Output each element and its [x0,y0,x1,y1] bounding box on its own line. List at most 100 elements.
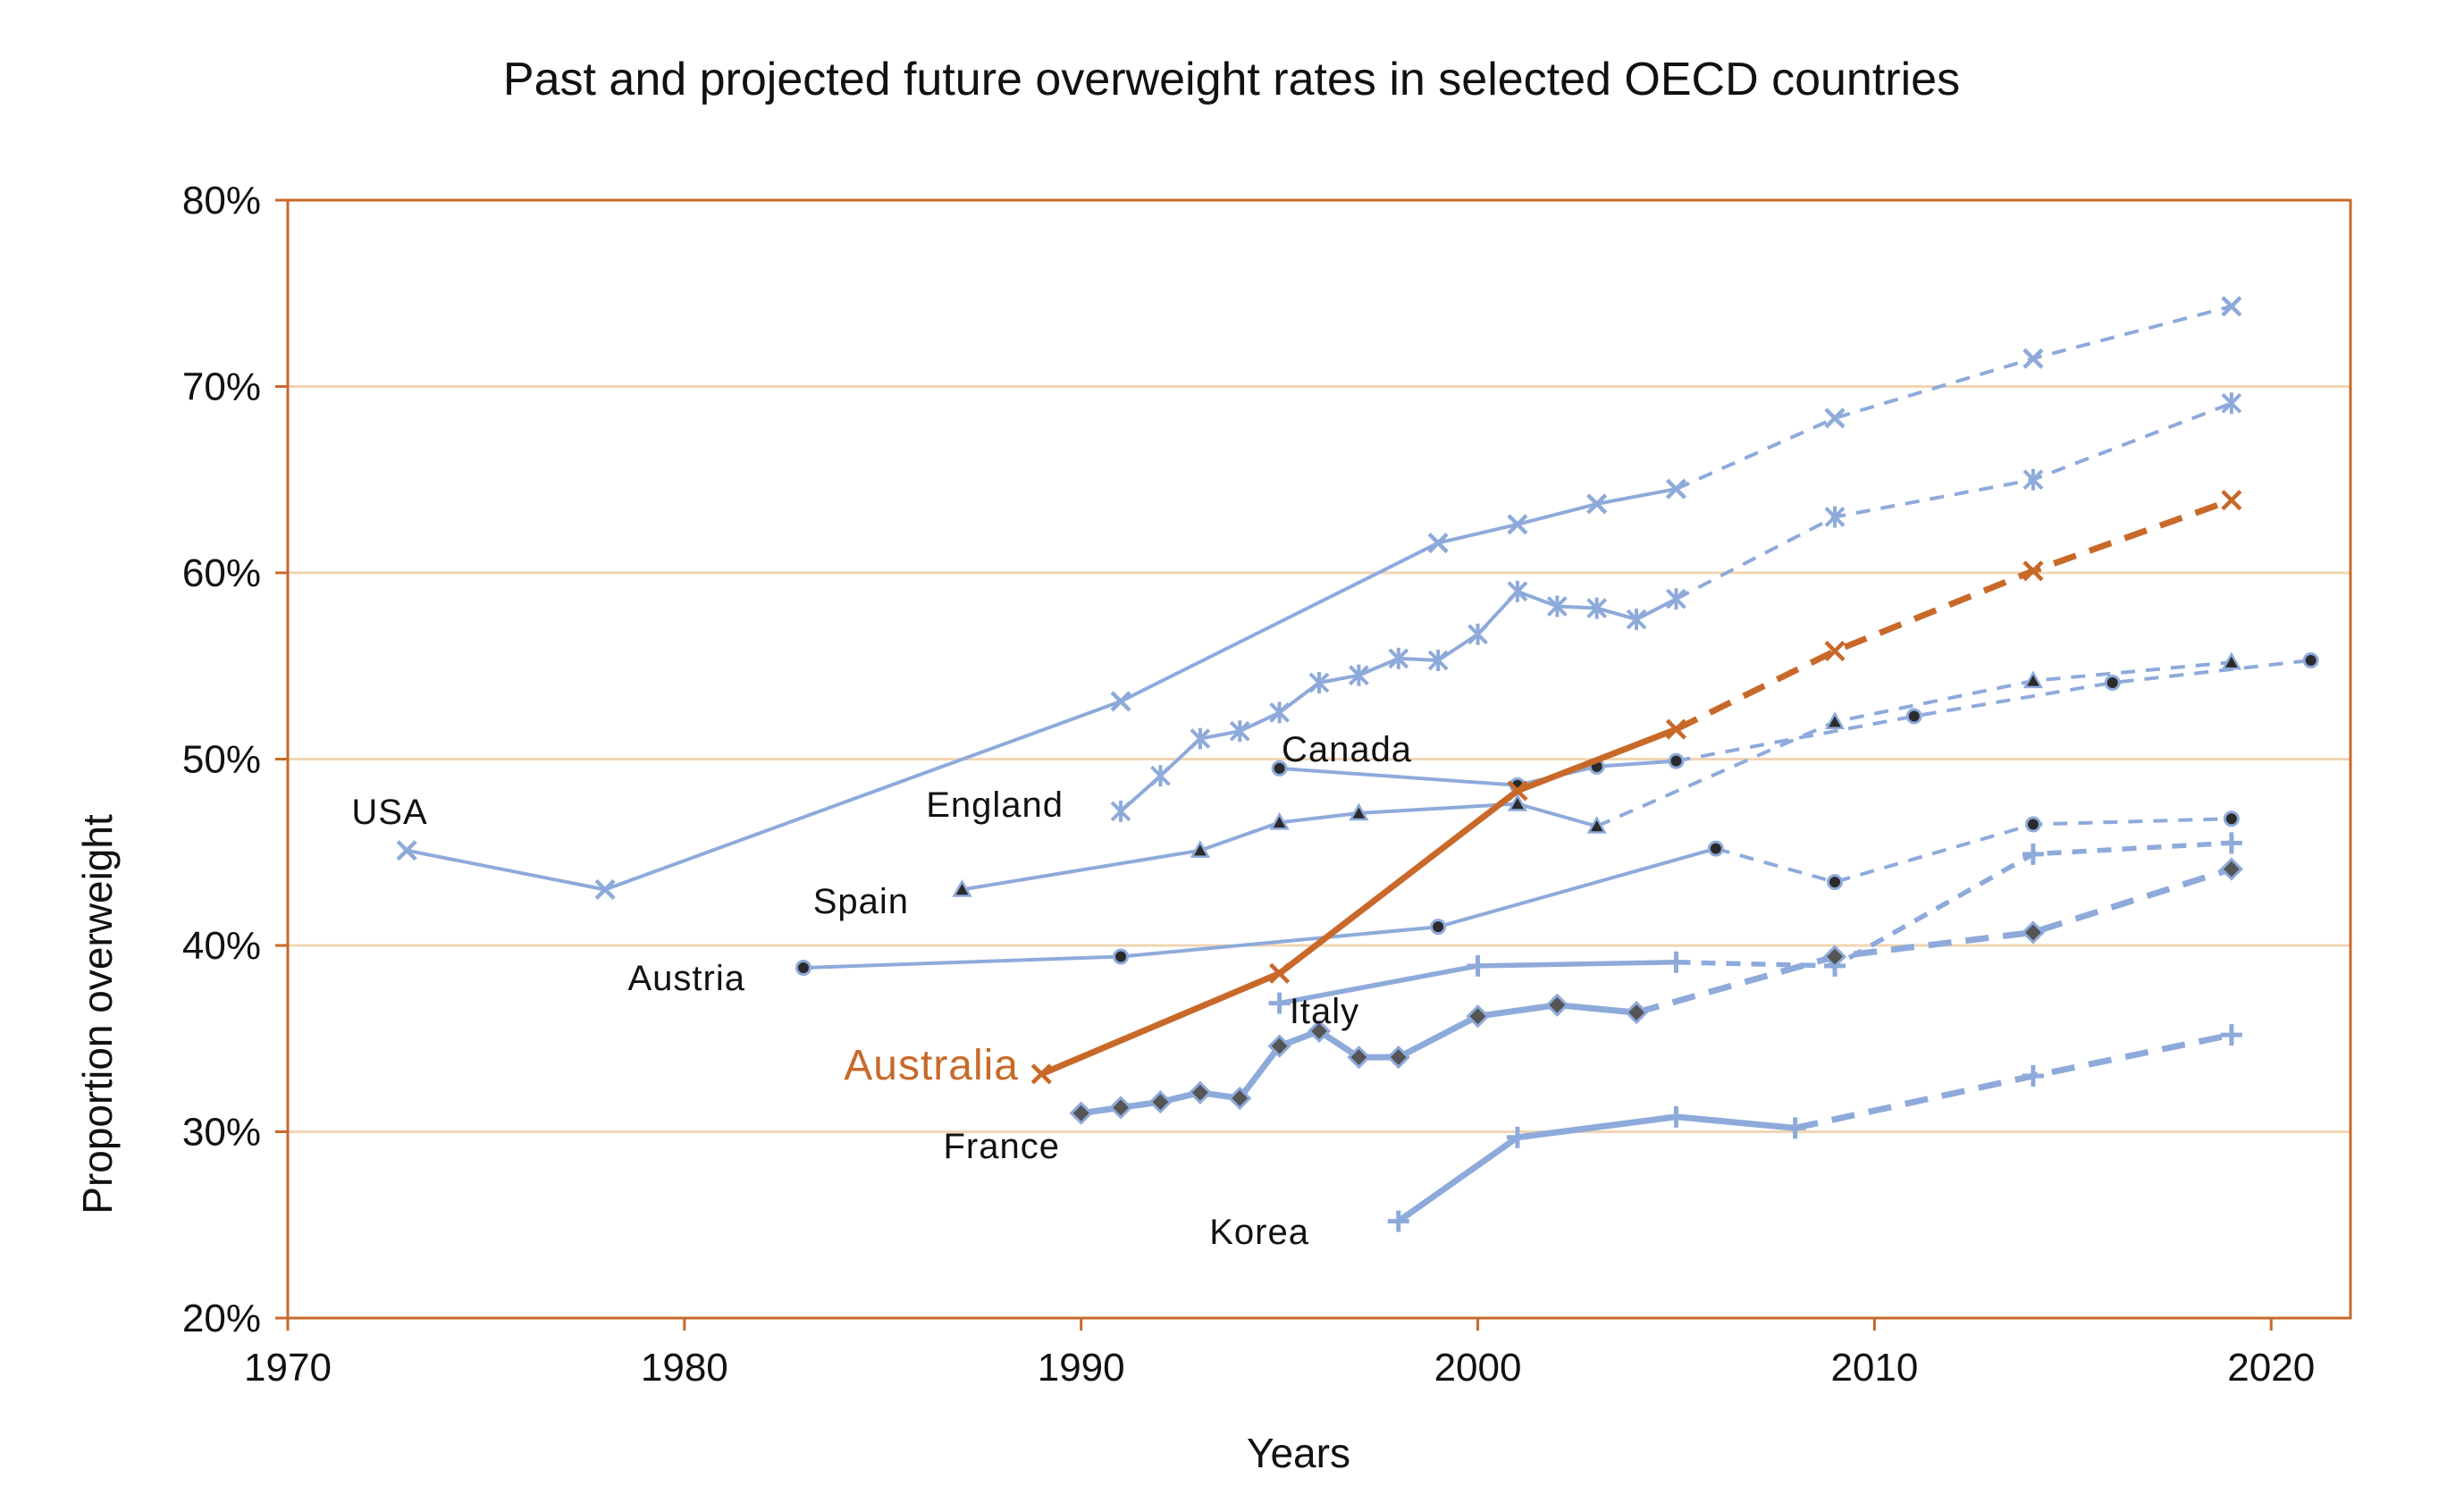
data-point [1707,840,1724,857]
data-point [1228,1086,1252,1111]
data-point [2220,1024,2242,1046]
series-lines [396,296,2319,1232]
data-point [2024,816,2041,833]
data-point [2223,810,2240,827]
data-point [1069,1101,1093,1125]
chart-title: Past and projected future overweight rat… [503,54,1960,105]
data-point [2221,296,2242,317]
data-point [1824,407,1846,429]
x-tick-label: 1970 [244,1346,332,1390]
series-line-projected [1715,817,2232,885]
data-point [2022,560,2044,582]
data-point [1269,811,1290,830]
data-point [396,840,417,861]
series-label-usa: USA [351,793,427,832]
series-line-projected [1675,304,2233,491]
data-point [2219,857,2243,881]
data-point [1308,672,1330,694]
series-line-historical [1395,1113,1799,1225]
gridlines [288,385,2350,1133]
series-australia [1030,490,2242,1085]
data-point [2022,468,2044,491]
x-tick-label: 1990 [1038,1346,1125,1390]
x-tick-label: 2020 [2227,1346,2315,1390]
series-line-historical [960,802,1599,892]
data-point [1430,919,1447,936]
series-france [1069,857,2243,1125]
series-label-korea: Korea [1209,1213,1309,1252]
data-point [1268,992,1291,1014]
data-point [1427,533,1449,554]
x-tick-label: 1980 [641,1346,728,1390]
series-line-projected [1636,866,2233,1016]
data-point [2022,1064,2044,1087]
x-axis-label: Years [1247,1430,1350,1476]
x-tick-label: 2000 [1434,1346,1522,1390]
data-point [1110,800,1131,822]
data-point [1624,1000,1649,1025]
data-point [1824,506,1846,528]
data-point [1467,623,1488,645]
data-point [1388,647,1409,669]
data-point [1665,1105,1687,1128]
data-point [1427,649,1449,671]
data-point [1824,640,1846,662]
series-line-projected [1794,1031,2233,1131]
series-canada [1271,651,2319,794]
data-point [1269,701,1291,724]
series-label-australia: Australia [844,1042,1019,1089]
data-point [1507,514,1528,535]
data-point [1665,951,1687,973]
data-point [1348,664,1369,686]
data-point [1030,1063,1052,1085]
series-line-projected [1676,659,2311,763]
series-label-spain: Spain [813,882,909,921]
data-point [1110,691,1131,712]
y-tick-label: 50% [182,738,261,782]
series-italy [1268,832,2242,1014]
series-line-projected [1675,401,2233,601]
data-point [1586,597,1608,619]
data-point [1827,874,1843,891]
data-point [1665,478,1687,500]
data-point [2022,348,2044,369]
y-tick-label: 20% [182,1297,261,1340]
data-point [1347,1045,1371,1070]
data-point [1271,760,1288,777]
data-point [952,878,972,897]
y-tick-label: 60% [182,551,261,595]
data-point [594,878,616,901]
data-point [1150,765,1171,787]
data-point [1387,1210,1409,1232]
plot-frame [286,198,2352,1320]
data-point [1267,1034,1291,1058]
data-point [1108,1096,1133,1120]
data-point [2104,675,2121,692]
data-point [1507,793,1528,811]
series-line-projected [1676,840,2232,969]
series-label-england: England [926,785,1064,825]
data-point [1822,945,1847,969]
data-point [1113,948,1130,965]
data-point [1586,493,1608,515]
data-point [1905,708,1922,725]
series-line-historical [1038,726,1679,1078]
data-point [1190,840,1210,858]
data-point [1386,1045,1410,1070]
data-point [2021,920,2046,945]
data-point [1467,954,1489,977]
y-tick-label: 80% [182,179,261,223]
data-point [1507,580,1528,602]
data-point [2220,832,2242,854]
data-point [2221,490,2242,511]
data-point [1506,1126,1528,1148]
series-label-france: France [944,1127,1061,1166]
data-point [2221,651,2241,670]
data-point [1188,1080,1212,1104]
data-point [2022,843,2044,865]
series-england [1110,392,2242,822]
data-point [1824,711,1846,730]
data-point [1784,1117,1806,1139]
series-austria [795,810,2240,977]
data-point [2302,651,2319,668]
